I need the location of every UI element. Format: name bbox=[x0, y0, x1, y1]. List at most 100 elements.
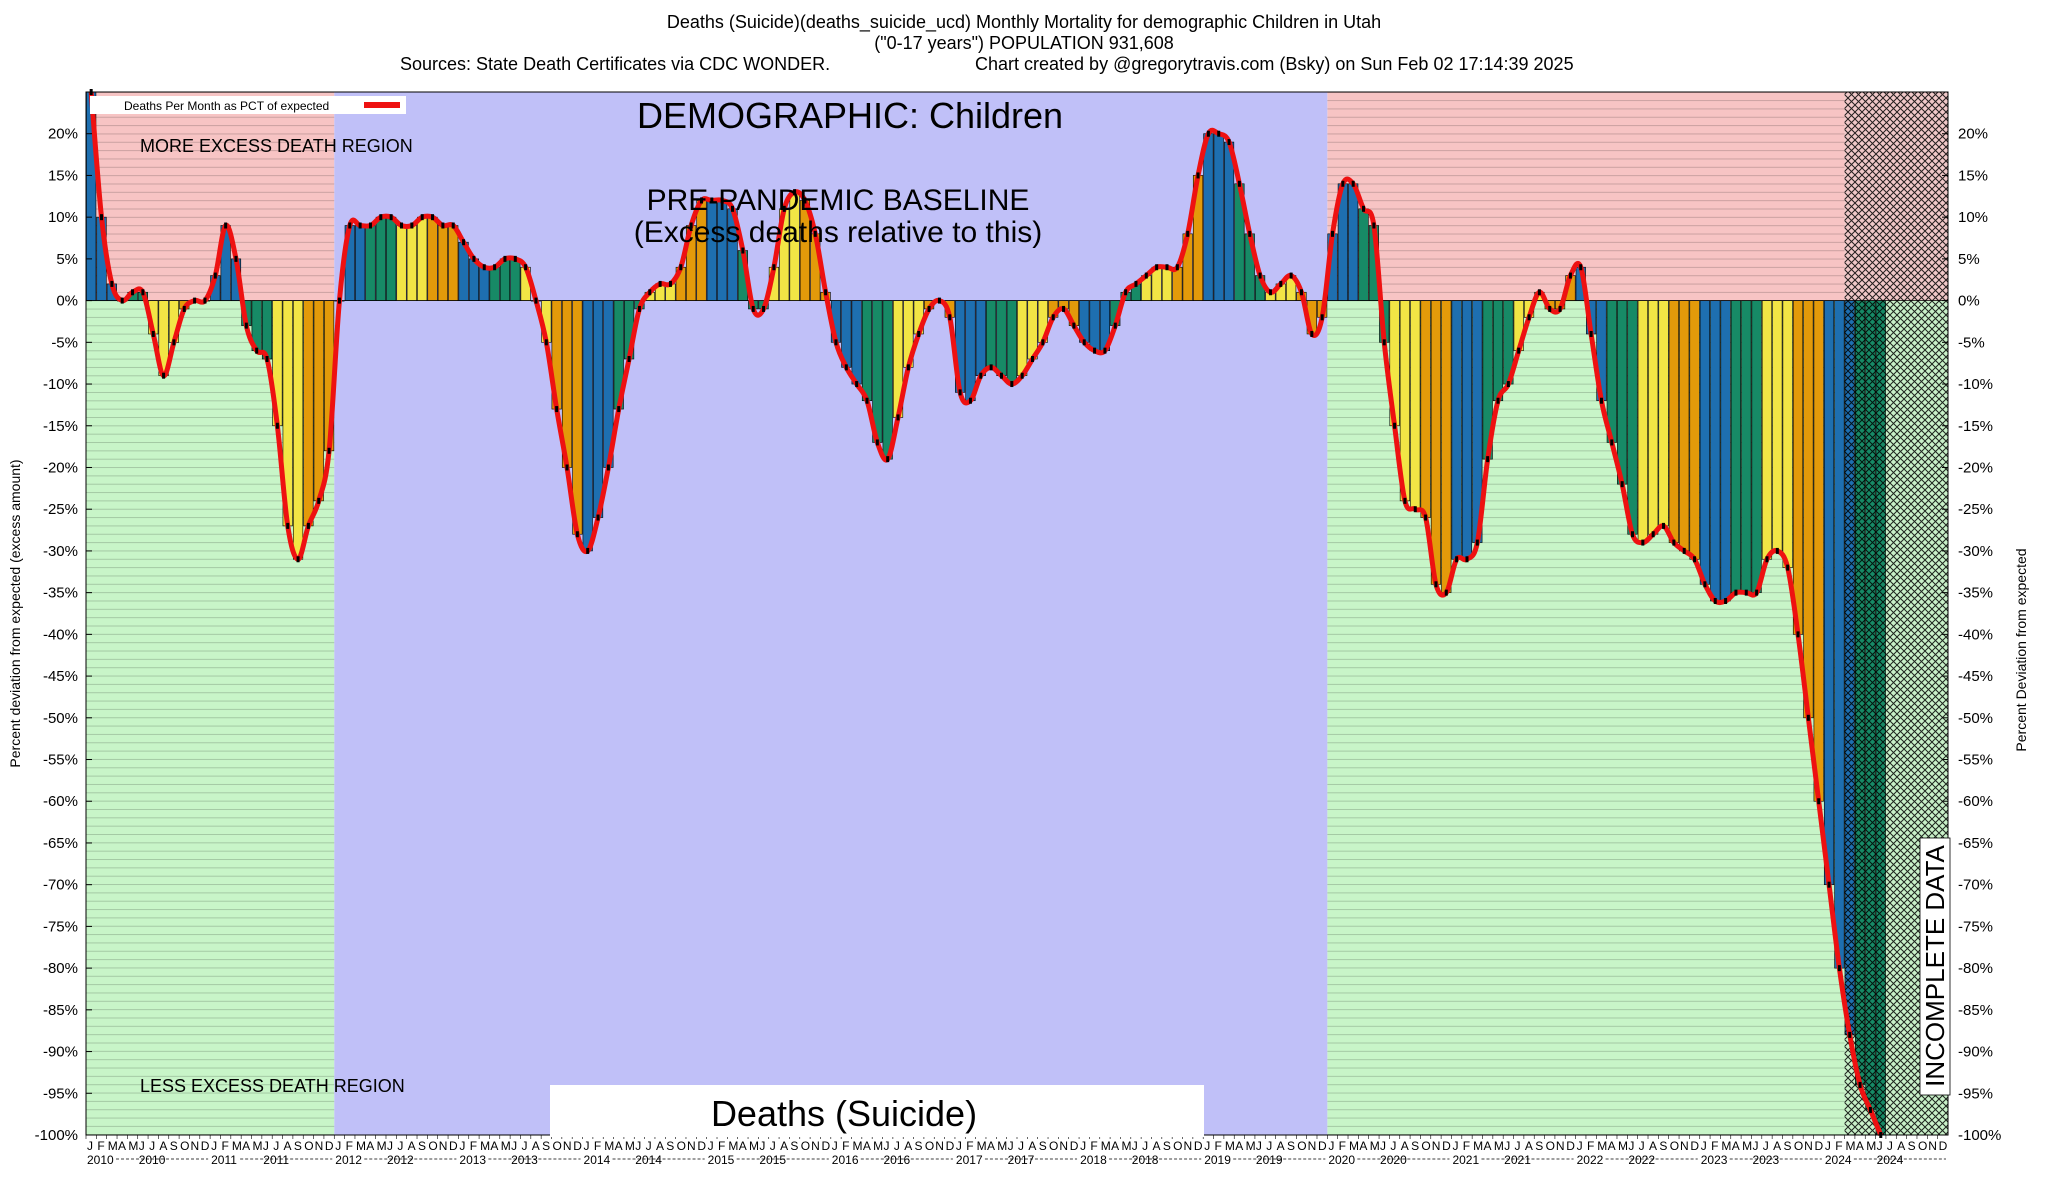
x-tick-month: O bbox=[1421, 1139, 1430, 1153]
x-tick-month: M bbox=[1846, 1139, 1856, 1153]
x-tick-month: M bbox=[356, 1139, 366, 1153]
y-tick-label-left: 0% bbox=[56, 293, 78, 310]
x-tick-month: J bbox=[139, 1139, 145, 1153]
x-tick-month: M bbox=[625, 1139, 635, 1153]
x-tick-month: D bbox=[697, 1139, 706, 1153]
x-tick-month: A bbox=[532, 1139, 540, 1153]
x-tick-month: F bbox=[1587, 1139, 1594, 1153]
data-point bbox=[1124, 289, 1128, 296]
x-tick-year-mid: 2017 bbox=[1008, 1153, 1035, 1167]
x-tick-year-mid: 2011 bbox=[263, 1153, 289, 1167]
data-point bbox=[720, 197, 724, 204]
x-tick-month: D bbox=[1939, 1139, 1948, 1153]
x-tick-month: A bbox=[490, 1139, 498, 1153]
bar bbox=[1006, 300, 1017, 385]
data-point bbox=[617, 406, 621, 413]
x-tick-month: N bbox=[1680, 1139, 1689, 1153]
bar bbox=[355, 225, 366, 301]
x-tick-year: 2013 bbox=[459, 1153, 486, 1167]
data-point bbox=[131, 289, 135, 296]
x-tick-month: M bbox=[997, 1139, 1007, 1153]
x-tick-year-mid: 2018 bbox=[1132, 1153, 1159, 1167]
x-tick-month: F bbox=[594, 1139, 601, 1153]
x-tick-month: O bbox=[304, 1139, 313, 1153]
data-point bbox=[1279, 280, 1283, 287]
y-tick-label-left: -100% bbox=[35, 1127, 78, 1144]
data-point bbox=[896, 414, 900, 421]
bar bbox=[479, 266, 490, 301]
data-point bbox=[213, 272, 217, 279]
data-point bbox=[1724, 597, 1728, 604]
x-tick-month: A bbox=[1401, 1139, 1409, 1153]
data-point bbox=[1041, 339, 1045, 346]
data-point bbox=[1362, 205, 1366, 212]
data-point bbox=[1382, 339, 1386, 346]
bar bbox=[1441, 300, 1452, 593]
x-tick-month: M bbox=[108, 1139, 118, 1153]
x-tick-month: A bbox=[1235, 1139, 1243, 1153]
data-point bbox=[1858, 1081, 1862, 1088]
data-point bbox=[1113, 322, 1117, 329]
y-tick-label-right: -95% bbox=[1958, 1085, 1993, 1102]
bar bbox=[965, 300, 976, 402]
data-point bbox=[1475, 539, 1479, 546]
data-point bbox=[1217, 130, 1221, 137]
x-tick-month: F bbox=[97, 1139, 104, 1153]
x-tick-month: M bbox=[728, 1139, 738, 1153]
y-tick-label-left: -5% bbox=[51, 334, 78, 351]
x-tick-year-mid: 2019 bbox=[1256, 1153, 1283, 1167]
y-tick-label-right: -10% bbox=[1958, 376, 1993, 393]
x-tick-month: N bbox=[811, 1139, 820, 1153]
data-point bbox=[679, 264, 683, 271]
data-point bbox=[1848, 1031, 1852, 1038]
data-point bbox=[100, 214, 104, 221]
x-tick-month: J bbox=[770, 1139, 776, 1153]
x-tick-month: M bbox=[977, 1139, 987, 1153]
region-hatching bbox=[1327, 92, 1845, 1135]
bar bbox=[375, 216, 386, 301]
bar bbox=[313, 300, 324, 502]
x-tick-month: M bbox=[749, 1139, 759, 1153]
bar bbox=[437, 225, 448, 301]
data-point bbox=[751, 305, 755, 312]
data-point bbox=[1310, 330, 1314, 337]
bar bbox=[1492, 300, 1504, 402]
bar bbox=[406, 225, 417, 301]
x-tick-month: J bbox=[1328, 1139, 1334, 1153]
x-tick-month: M bbox=[1246, 1139, 1256, 1153]
y-tick-label-left: -85% bbox=[43, 1002, 78, 1019]
data-point bbox=[1662, 522, 1666, 529]
data-point bbox=[1268, 289, 1272, 296]
data-point bbox=[224, 222, 228, 229]
bar bbox=[499, 258, 511, 301]
bar bbox=[448, 225, 459, 301]
data-point bbox=[917, 330, 921, 337]
demographic-label: DEMOGRAPHIC: Children bbox=[637, 95, 1063, 136]
data-point bbox=[1786, 564, 1790, 571]
series-points bbox=[89, 89, 1883, 1138]
data-point bbox=[937, 297, 941, 304]
x-tick-month: M bbox=[128, 1139, 138, 1153]
x-tick-month: S bbox=[1783, 1139, 1791, 1153]
y-tick-label-right: -20% bbox=[1958, 459, 1993, 476]
bar bbox=[1089, 300, 1100, 351]
x-tick-month: M bbox=[377, 1139, 387, 1153]
x-tick-month: A bbox=[1525, 1139, 1533, 1153]
x-tick-month: A bbox=[1028, 1139, 1036, 1153]
bar bbox=[1203, 133, 1214, 301]
data-point bbox=[151, 330, 155, 337]
bar bbox=[1772, 300, 1783, 552]
y-tick-label-right: -35% bbox=[1958, 585, 1993, 602]
bar bbox=[996, 300, 1007, 376]
data-point bbox=[1331, 230, 1335, 237]
x-tick-year-mid: 2022 bbox=[1628, 1153, 1655, 1167]
data-point bbox=[958, 389, 962, 396]
x-tick-month: J bbox=[1204, 1139, 1210, 1153]
data-point bbox=[286, 522, 290, 529]
x-tick-month: J bbox=[1515, 1139, 1521, 1153]
x-tick-month: D bbox=[1566, 1139, 1575, 1153]
x-tick-month: N bbox=[315, 1139, 324, 1153]
y-tick-label-right: -40% bbox=[1958, 626, 1993, 643]
x-tick-month: N bbox=[1928, 1139, 1937, 1153]
y-tick-label-right: -45% bbox=[1958, 668, 1993, 685]
